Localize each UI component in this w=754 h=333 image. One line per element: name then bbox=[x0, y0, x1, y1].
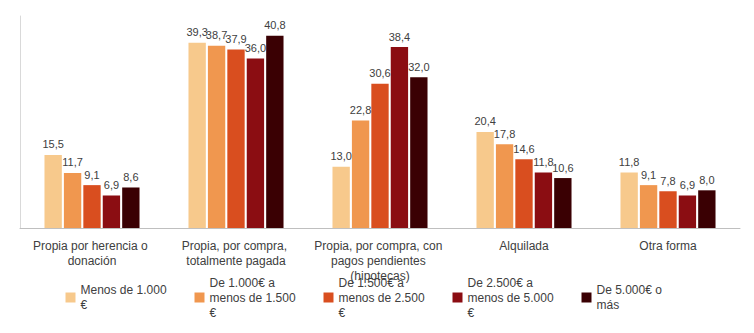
svg-text:9,1: 9,1 bbox=[641, 169, 656, 181]
svg-text:Alquilada: Alquilada bbox=[499, 239, 549, 253]
svg-text:€: € bbox=[468, 306, 475, 320]
svg-text:Menos de 1.000: Menos de 1.000 bbox=[81, 283, 167, 297]
svg-text:10,6: 10,6 bbox=[552, 162, 573, 174]
svg-text:15,5: 15,5 bbox=[42, 138, 63, 150]
svg-text:11,8: 11,8 bbox=[619, 156, 640, 168]
svg-text:Propia por herencia o: Propia por herencia o bbox=[33, 239, 151, 253]
svg-text:37,9: 37,9 bbox=[225, 33, 246, 45]
svg-text:Propia, por compra,: Propia, por compra, bbox=[182, 239, 291, 253]
svg-text:11,7: 11,7 bbox=[62, 156, 83, 168]
svg-text:7,8: 7,8 bbox=[660, 175, 675, 187]
svg-text:11,8: 11,8 bbox=[533, 156, 554, 168]
svg-text:30,6: 30,6 bbox=[369, 67, 390, 79]
svg-text:De 2.500€ a: De 2.500€ a bbox=[468, 276, 537, 290]
svg-text:6,9: 6,9 bbox=[104, 179, 119, 191]
svg-text:36,0: 36,0 bbox=[245, 42, 266, 54]
svg-text:más: más bbox=[597, 298, 620, 312]
svg-text:38,7: 38,7 bbox=[206, 29, 227, 41]
svg-text:De 1.000€ a: De 1.000€ a bbox=[210, 276, 279, 290]
svg-text:8,0: 8,0 bbox=[699, 174, 714, 186]
svg-text:6,9: 6,9 bbox=[680, 179, 695, 191]
svg-text:Otra forma: Otra forma bbox=[639, 239, 697, 253]
svg-text:Propia, por compra, con: Propia, por compra, con bbox=[314, 239, 445, 253]
svg-text:20,4: 20,4 bbox=[474, 115, 495, 127]
svg-text:De 5.000€ o: De 5.000€ o bbox=[597, 283, 666, 297]
svg-text:17,8: 17,8 bbox=[494, 128, 515, 140]
svg-text:8,6: 8,6 bbox=[123, 171, 138, 183]
svg-text:14,6: 14,6 bbox=[513, 143, 534, 155]
svg-text:39,3: 39,3 bbox=[186, 26, 207, 38]
svg-text:€: € bbox=[81, 298, 88, 312]
svg-text:22,8: 22,8 bbox=[350, 104, 371, 116]
svg-text:€: € bbox=[210, 306, 217, 320]
svg-text:9,1: 9,1 bbox=[84, 169, 99, 181]
svg-text:38,4: 38,4 bbox=[389, 31, 410, 43]
svg-text:totalmente pagada: totalmente pagada bbox=[186, 254, 286, 268]
svg-text:32,0: 32,0 bbox=[408, 61, 429, 73]
svg-text:€: € bbox=[339, 306, 346, 320]
svg-text:menos de 2.500: menos de 2.500 bbox=[339, 291, 425, 305]
svg-text:pagos pendientes: pagos pendientes bbox=[331, 254, 429, 268]
svg-text:13,0: 13,0 bbox=[330, 150, 351, 162]
svg-text:40,8: 40,8 bbox=[264, 19, 285, 31]
svg-text:menos de 1.500: menos de 1.500 bbox=[210, 291, 296, 305]
svg-text:donación: donación bbox=[68, 254, 117, 268]
svg-text:De 1.500€ a: De 1.500€ a bbox=[339, 276, 408, 290]
svg-text:menos de 5.000: menos de 5.000 bbox=[468, 291, 554, 305]
